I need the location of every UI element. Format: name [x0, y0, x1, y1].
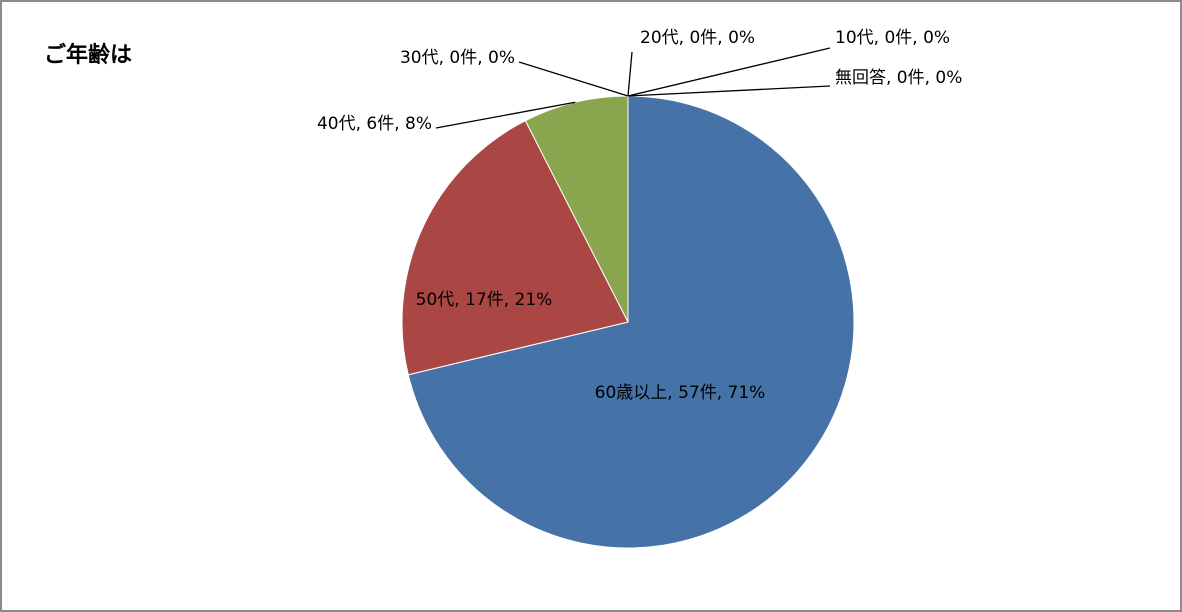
data-label: 30代, 0件, 0%: [400, 48, 515, 68]
chart-title: ご年齢は: [44, 42, 132, 68]
leader-line: [627, 85, 831, 97]
leader-line: [435, 101, 576, 129]
data-label: 10代, 0件, 0%: [835, 28, 950, 48]
pie-slice: [407, 95, 855, 549]
leader-line: [627, 47, 831, 97]
pie-slice: [524, 95, 629, 323]
data-label: 60歳以上, 57件, 71%: [595, 383, 766, 403]
data-label: 20代, 0件, 0%: [640, 28, 755, 48]
data-label: 無回答, 0件, 0%: [835, 68, 962, 88]
leader-line: [627, 51, 633, 97]
data-label: 40代, 6件, 8%: [317, 114, 432, 134]
pie-slice: [401, 119, 629, 376]
leader-line: [518, 61, 629, 97]
data-label: 50代, 17件, 21%: [416, 290, 553, 310]
